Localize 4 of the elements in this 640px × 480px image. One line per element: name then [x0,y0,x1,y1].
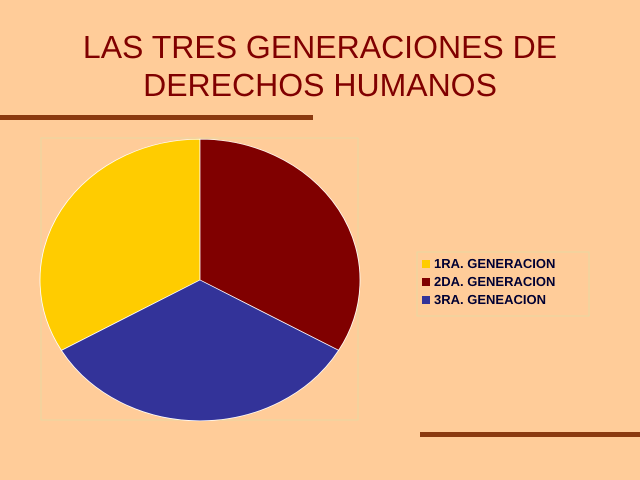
legend-label: 2DA. GENERACION [434,274,556,289]
legend-label: 3RA. GENEACION [434,292,546,307]
chart-title: LAS TRES GENERACIONES DE DERECHOS HUMANOS [82,29,558,103]
legend-label: 1RA. GENERACION [434,256,556,271]
